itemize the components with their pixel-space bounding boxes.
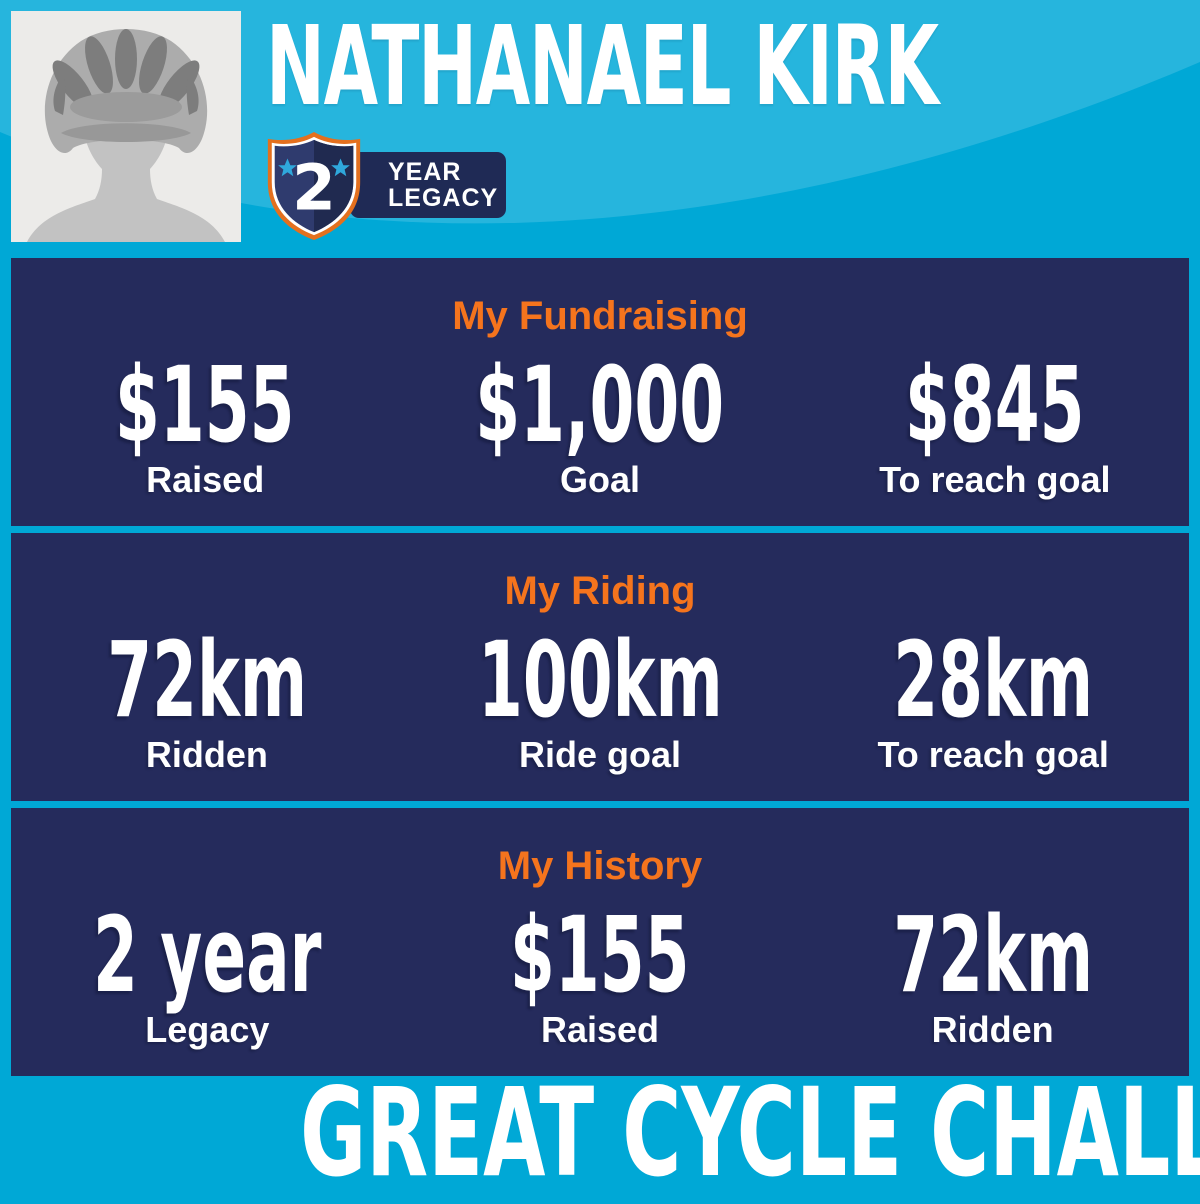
stat-value: 100km — [477, 619, 723, 741]
legacy-badge-plate: YEAR LEGACY — [350, 152, 506, 218]
legacy-badge: YEAR LEGACY 2 — [264, 131, 524, 241]
stat-ride-goal: 100km Ride goal — [403, 628, 798, 776]
stat-value: $1,000 — [475, 344, 725, 466]
stat-value: $155 — [115, 344, 295, 466]
stat-ridden: 72km Ridden — [796, 903, 1189, 1051]
stats-row: $155 Raised $1,000 Goal $845 To reach go… — [11, 353, 1189, 501]
stat-ridden: 72km Ridden — [11, 628, 403, 776]
star-icon — [278, 158, 297, 177]
panel-title: My Fundraising — [452, 294, 748, 338]
legacy-shield-icon: 2 — [267, 131, 361, 241]
stat-value: 28km — [893, 619, 1094, 741]
panel-my-riding: My Riding 72km Ridden 100km Ride goal 28… — [11, 533, 1189, 801]
stat-label: Ride goal — [518, 734, 682, 775]
stat-label: Goal — [560, 459, 641, 500]
stat-raised: $155 Raised — [11, 353, 399, 501]
legacy-badge-line2: LEGACY — [388, 184, 499, 212]
stat-raised: $155 Raised — [404, 903, 797, 1051]
panel-title: My History — [497, 844, 703, 888]
panel-title: My Riding — [504, 569, 696, 613]
stat-legacy: 2 year Legacy — [11, 903, 404, 1051]
stat-label: Raised — [146, 459, 265, 500]
stat-label: Raised — [540, 1009, 660, 1050]
stat-value: $155 — [510, 894, 690, 1016]
stat-to-reach-goal: $845 To reach goal — [801, 353, 1189, 501]
legacy-years: 2 — [292, 152, 336, 225]
stat-label: Legacy — [145, 1009, 270, 1050]
stat-value: 72km — [106, 619, 307, 741]
stat-to-reach-goal: 28km To reach goal — [797, 628, 1189, 776]
panel-my-fundraising: My Fundraising $155 Raised $1,000 Goal $… — [11, 258, 1189, 526]
stats-row: 72km Ridden 100km Ride goal 28km To reac… — [11, 628, 1189, 776]
legacy-badge-line1: YEAR — [388, 158, 462, 186]
stat-label: Ridden — [145, 734, 268, 775]
stat-label: Ridden — [931, 1009, 1054, 1050]
cyclist-helmet-icon — [11, 11, 241, 242]
stat-value: 2 year — [93, 894, 322, 1016]
stats-row: 2 year Legacy $155 Raised 72km Ridden — [11, 903, 1189, 1051]
panel-my-history: My History 2 year Legacy $155 Raised 72k… — [11, 808, 1189, 1076]
brand-title: GREAT CYCLE CHALLENGE — [0, 1072, 1200, 1194]
brand-title-text: GREAT CYCLE CHALLENGE — [300, 1062, 1200, 1204]
stat-value: 72km — [892, 894, 1093, 1016]
stat-goal: $1,000 Goal — [399, 353, 800, 501]
stat-value: $845 — [905, 344, 1085, 466]
stat-label: To reach goal — [877, 734, 1109, 775]
rider-name: NATHANAEL KIRK — [266, 2, 939, 130]
avatar — [11, 11, 241, 242]
star-icon — [331, 158, 350, 177]
stat-label: To reach goal — [879, 459, 1111, 500]
